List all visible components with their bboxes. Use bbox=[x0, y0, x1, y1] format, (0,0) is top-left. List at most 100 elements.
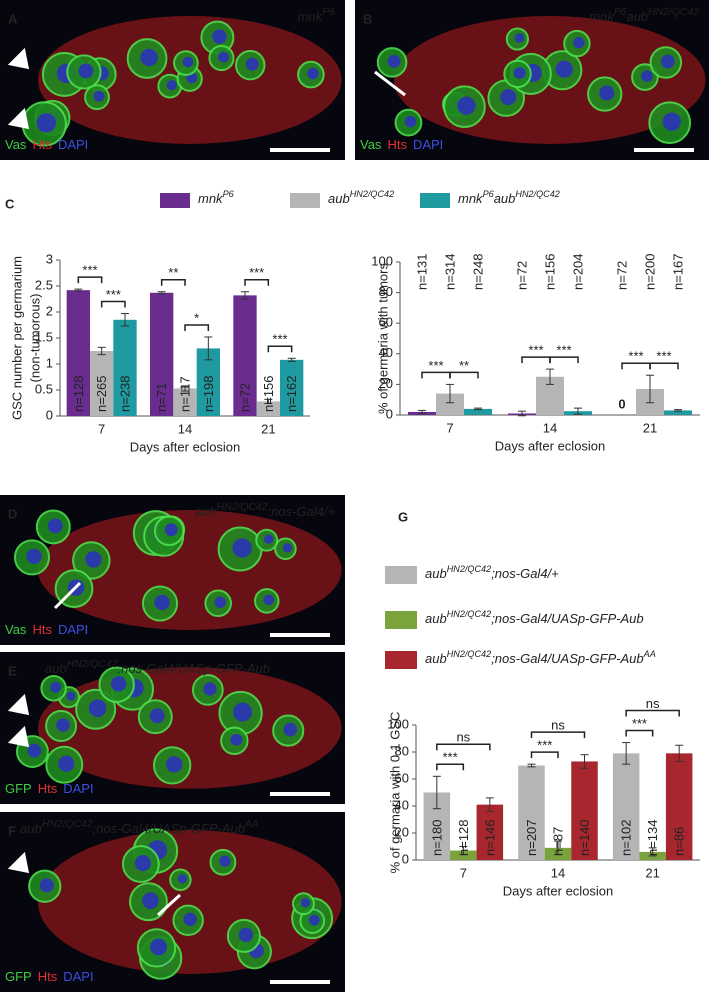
significance-bracket bbox=[184, 324, 210, 331]
nucleus-blue bbox=[110, 675, 127, 692]
stain-labels: Vas Hts DAPI bbox=[360, 137, 443, 152]
n-label: n=87 bbox=[550, 827, 565, 856]
arrowhead bbox=[7, 693, 30, 716]
stain-label: DAPI bbox=[58, 137, 88, 152]
text-segment: ;nos-Gal4/UASp-GFP-Aub bbox=[93, 821, 245, 836]
n-label: n=102 bbox=[619, 819, 634, 856]
n-label: n=204 bbox=[570, 253, 585, 290]
nucleus-blue bbox=[283, 722, 298, 737]
significance-bracket bbox=[621, 362, 651, 370]
nucleus-blue bbox=[660, 54, 675, 69]
bar bbox=[196, 348, 220, 416]
arrowhead bbox=[7, 107, 30, 130]
bar bbox=[256, 401, 280, 416]
stain-label: DAPI bbox=[413, 137, 443, 152]
rich-text: aubHN2/QC42;nos-Gal4/+ bbox=[425, 564, 559, 581]
y-tick-label: 0 bbox=[402, 851, 409, 866]
n-label: n=72 bbox=[514, 261, 529, 290]
significance-label: *** bbox=[537, 738, 552, 753]
n-label: n=162 bbox=[284, 375, 299, 412]
significance-bracket bbox=[449, 371, 479, 379]
tissue-red bbox=[37, 830, 342, 974]
y-tick-label: 2.5 bbox=[35, 277, 53, 292]
nucleus-blue bbox=[203, 682, 217, 696]
text-segment: ;nos-Gal4/+ bbox=[267, 504, 335, 519]
stain-label: DAPI bbox=[63, 969, 93, 984]
arrowhead bbox=[7, 725, 30, 748]
bar bbox=[233, 295, 257, 416]
x-tick-label: 7 bbox=[446, 420, 453, 435]
nucleus-blue bbox=[154, 594, 170, 611]
stain-label: DAPI bbox=[58, 622, 88, 637]
bar bbox=[436, 393, 464, 415]
x-tick-label: 21 bbox=[645, 865, 659, 880]
nucleus-blue bbox=[300, 898, 311, 908]
y-axis-label: (non-tumorous) bbox=[27, 294, 42, 383]
nucleus-blue bbox=[514, 33, 525, 43]
x-tick-label: 21 bbox=[261, 421, 275, 436]
n-label: n=207 bbox=[524, 819, 539, 856]
nucleus-blue bbox=[457, 96, 476, 115]
nucleus-blue bbox=[641, 70, 653, 82]
y-tick-label: 0 bbox=[46, 407, 53, 422]
nucleus-blue bbox=[245, 57, 259, 71]
nucleus-blue bbox=[230, 733, 243, 746]
stain-labels: GFP Hts DAPI bbox=[5, 969, 94, 984]
bar bbox=[665, 753, 693, 860]
significance-bracket bbox=[77, 276, 103, 284]
nucleus-blue bbox=[58, 755, 75, 772]
y-tick-label: 40 bbox=[395, 797, 409, 812]
nucleus-blue bbox=[177, 874, 188, 884]
superscript: HN2/QC42 bbox=[217, 502, 268, 513]
significance-label: *** bbox=[632, 716, 647, 731]
superscript: HN2/QC42 bbox=[447, 649, 491, 659]
nucleus-blue bbox=[140, 48, 158, 67]
bar bbox=[150, 292, 174, 416]
bar bbox=[90, 351, 114, 416]
nucleus-blue bbox=[404, 115, 417, 128]
n-label: n=314 bbox=[442, 253, 457, 290]
x-tick-label: 14 bbox=[178, 421, 192, 436]
nucleus-blue bbox=[164, 523, 178, 537]
nucleus-blue bbox=[513, 67, 526, 79]
text-segment: mnk bbox=[458, 191, 484, 206]
y-tick-label: 20 bbox=[379, 376, 393, 391]
nucleus-blue bbox=[218, 51, 229, 63]
panel-letter: E bbox=[8, 663, 17, 678]
y-axis-label: % of germaria with tumors bbox=[375, 263, 390, 414]
significance-bracket bbox=[549, 356, 579, 364]
text-segment: mnk bbox=[198, 191, 224, 206]
value-label: 0 bbox=[618, 396, 625, 411]
rich-text: aubHN2/QC42 bbox=[328, 189, 394, 206]
nucleus-blue bbox=[182, 56, 194, 68]
significance-label: ** bbox=[168, 265, 178, 280]
stain-label: Hts bbox=[387, 137, 407, 152]
stain-label: GFP bbox=[5, 781, 32, 796]
superscript: P6 bbox=[322, 7, 335, 18]
rich-text: aubHN2/QC42;nos-Gal4/+ bbox=[195, 502, 336, 519]
nucleus-blue bbox=[264, 534, 274, 544]
rich-text: aubHN2/QC42;nos-Gal4/UASp-GFP-AubAA bbox=[425, 649, 656, 666]
nucleus-blue bbox=[232, 538, 252, 558]
panel-letter: C bbox=[5, 196, 15, 211]
text-segment: ;nos-Gal4/UASp-GFP-Aub bbox=[491, 611, 643, 626]
panel-letter: D bbox=[8, 506, 17, 521]
legend-swatch bbox=[290, 193, 320, 208]
nucleus-blue bbox=[66, 691, 76, 701]
y-tick-label: 20 bbox=[395, 824, 409, 839]
superscript: HN2/QC42 bbox=[42, 819, 93, 830]
significance-label: *** bbox=[428, 358, 443, 373]
n-label: n=265 bbox=[94, 375, 109, 412]
significance-bracket bbox=[530, 731, 586, 739]
significance-bracket bbox=[160, 278, 186, 286]
stain-label: DAPI bbox=[63, 781, 93, 796]
n-label: n=146 bbox=[482, 819, 497, 856]
superscript: HN2/QC42 bbox=[67, 659, 118, 670]
bar bbox=[464, 408, 492, 415]
rich-text: aubHN2/QC42;nos-Gal4/UASp-GFP-AubAA bbox=[20, 819, 259, 836]
rich-text: mnkP6aubHN2/QC42 bbox=[458, 189, 560, 206]
text-segment: ;nos-Gal4/UASp-GFP-Aub bbox=[491, 651, 643, 666]
bar bbox=[113, 319, 137, 416]
bar bbox=[450, 850, 477, 860]
x-axis-label: Days after eclosion bbox=[495, 438, 606, 453]
